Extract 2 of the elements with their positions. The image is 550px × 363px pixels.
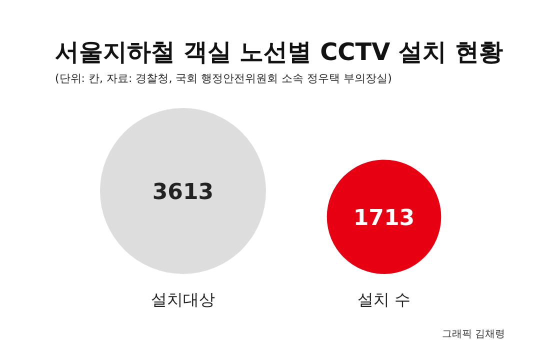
title: 서울지하철 객실 노선별 CCTV 설치 현황 xyxy=(55,38,503,66)
subtitle: (단위: 칸, 자료: 경찰청, 국회 행정안전위원회 소속 정우택 부의장실) xyxy=(55,72,392,85)
